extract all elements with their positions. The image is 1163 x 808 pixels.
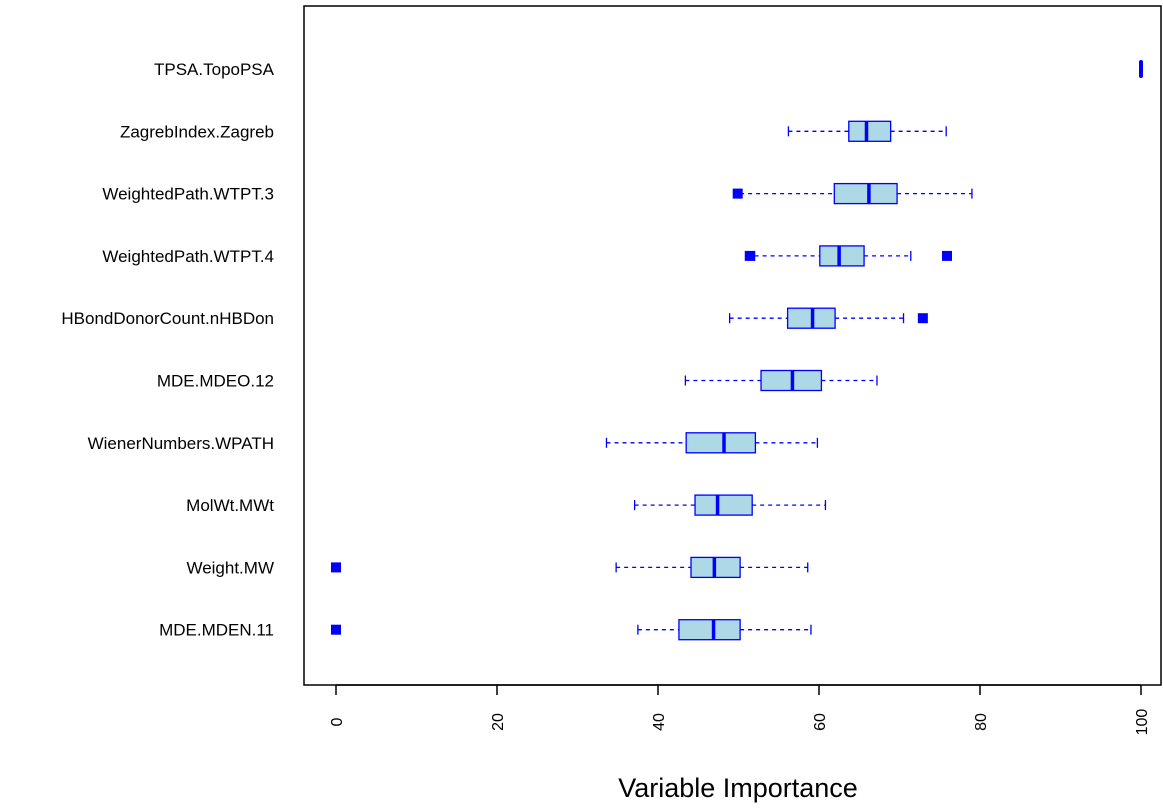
y-tick-label: MDE.MDEN.11	[159, 621, 274, 640]
box-8	[634, 494, 827, 516]
outlier-point	[331, 624, 341, 635]
box-3	[732, 182, 973, 205]
boxplot-series	[331, 60, 1143, 641]
y-tick-label: MolWt.MWt	[186, 496, 274, 515]
outlier-point	[331, 562, 341, 573]
box-2	[787, 120, 947, 142]
iqr-box	[833, 182, 898, 205]
y-tick-label: WienerNumbers.WPATH	[88, 434, 274, 453]
box-9	[331, 556, 809, 579]
x-tick-label: 0	[329, 717, 346, 726]
x-tick-label: 20	[490, 713, 507, 731]
outlier-point	[732, 188, 743, 199]
box-7	[605, 432, 819, 454]
box-5	[728, 307, 928, 329]
y-tick-label: WeightedPath.WTPT.4	[102, 247, 274, 266]
x-axis-label: Variable Importance	[618, 773, 858, 803]
iqr-box	[848, 120, 892, 142]
x-tick-label: 60	[812, 713, 829, 731]
y-tick-label: MDE.MDEO.12	[157, 372, 274, 391]
y-axis-labels: TPSA.TopoPSA ZagrebIndex.Zagreb WeightedPa…	[61, 60, 274, 640]
outlier-point	[744, 250, 755, 261]
iqr-box	[694, 494, 753, 516]
y-tick-label: ZagrebIndex.Zagreb	[120, 122, 274, 141]
y-tick-label: TPSA.TopoPSA	[154, 60, 275, 79]
y-tick-label: Weight.MW	[186, 558, 274, 577]
iqr-box	[819, 245, 865, 267]
y-tick-label: HBondDonorCount.nHBDon	[61, 309, 274, 328]
outlier-point	[917, 313, 928, 324]
plot-frame	[303, 5, 1162, 686]
y-tick-label: WeightedPath.WTPT.3	[102, 185, 274, 204]
x-tick-label: 40	[651, 713, 668, 731]
x-tick-label: 80	[973, 713, 990, 731]
x-axis: 0 20 40 60 80 100	[329, 684, 1151, 736]
outlier-point	[941, 250, 952, 261]
box-10	[331, 619, 812, 641]
iqr-box	[678, 619, 741, 641]
x-tick-label: 100	[1134, 709, 1151, 736]
iqr-box	[685, 432, 757, 454]
box-6	[684, 369, 878, 392]
box-4	[744, 245, 952, 267]
